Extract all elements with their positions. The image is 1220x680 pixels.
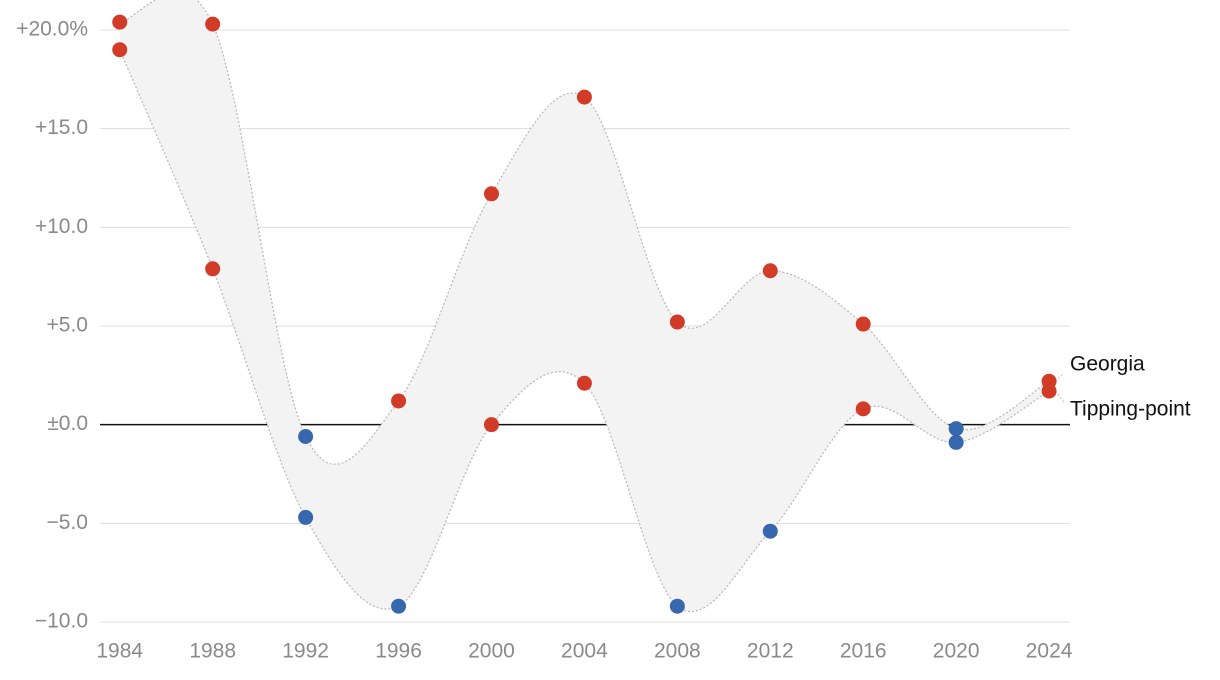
x-tick-label: 2008	[654, 640, 701, 663]
x-tick-label: 1996	[375, 640, 422, 663]
x-tick-label: 1988	[189, 640, 236, 663]
data-point	[391, 393, 407, 409]
y-tick-label: +5.0	[47, 314, 88, 337]
x-tick-label: 2004	[561, 640, 608, 663]
data-point	[205, 261, 221, 277]
data-point	[669, 314, 685, 330]
series-label: Tipping-point	[1070, 398, 1191, 421]
x-tick-label: 2000	[468, 640, 515, 663]
data-point	[391, 598, 407, 614]
x-tick-label: 2024	[1026, 640, 1073, 663]
range-band	[119, 0, 1050, 612]
data-point	[576, 375, 592, 391]
data-point	[298, 429, 314, 445]
y-tick-label: +10.0	[35, 215, 88, 238]
data-point	[762, 263, 778, 279]
data-point	[483, 186, 499, 202]
data-point	[855, 316, 871, 332]
y-tick-label: +15.0	[35, 116, 88, 139]
data-point	[298, 509, 314, 525]
x-tick-label: 1992	[282, 640, 329, 663]
y-tick-label: +20.0%	[16, 18, 88, 41]
data-point	[576, 89, 592, 105]
label-leader	[1054, 390, 1065, 403]
y-tick-label: ±0.0	[47, 412, 88, 435]
data-point	[1041, 383, 1057, 399]
data-point	[112, 42, 128, 58]
data-point	[112, 14, 128, 30]
data-point	[205, 16, 221, 32]
data-point	[762, 523, 778, 539]
data-point	[948, 434, 964, 450]
data-point	[855, 401, 871, 417]
data-point	[483, 417, 499, 433]
series-label: Georgia	[1070, 353, 1145, 376]
y-tick-label: −10.0	[35, 610, 88, 633]
x-tick-label: 2012	[747, 640, 794, 663]
data-point	[669, 598, 685, 614]
x-tick-label: 1984	[96, 640, 143, 663]
y-tick-label: −5.0	[47, 511, 88, 534]
x-tick-label: 2016	[840, 640, 887, 663]
x-tick-label: 2020	[933, 640, 980, 663]
data-point	[948, 421, 964, 437]
